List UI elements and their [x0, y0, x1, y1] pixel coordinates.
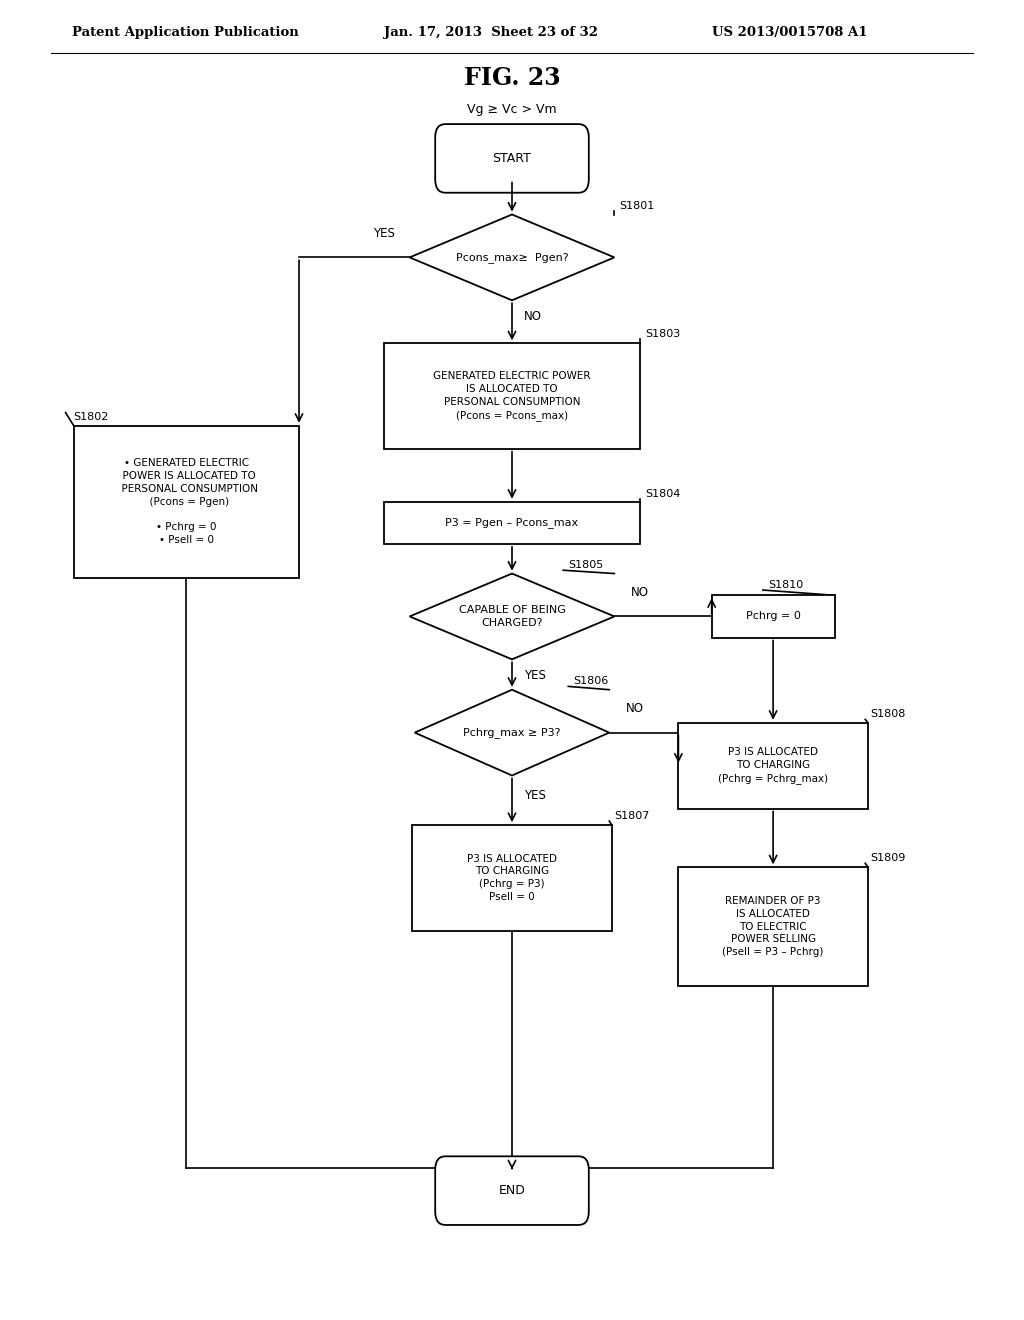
Text: FIG. 23: FIG. 23: [464, 66, 560, 90]
Text: • GENERATED ELECTRIC
  POWER IS ALLOCATED TO
  PERSONAL CONSUMPTION
  (Pcons = P: • GENERATED ELECTRIC POWER IS ALLOCATED …: [115, 458, 258, 545]
Polygon shape: [410, 214, 614, 300]
Text: Patent Application Publication: Patent Application Publication: [72, 26, 298, 40]
Polygon shape: [410, 573, 614, 659]
Text: NO: NO: [524, 310, 543, 322]
Text: S1802: S1802: [74, 412, 110, 422]
Text: Pchrg_max ≥ P3?: Pchrg_max ≥ P3?: [463, 727, 561, 738]
Text: START: START: [493, 152, 531, 165]
Text: S1807: S1807: [614, 810, 650, 821]
Text: P3 IS ALLOCATED
TO CHARGING
(Pchrg = P3)
Psell = 0: P3 IS ALLOCATED TO CHARGING (Pchrg = P3)…: [467, 854, 557, 902]
Text: S1806: S1806: [573, 676, 608, 686]
Text: S1803: S1803: [645, 329, 680, 339]
Bar: [74, 425, 299, 578]
FancyBboxPatch shape: [435, 124, 589, 193]
Text: S1805: S1805: [568, 560, 603, 570]
FancyBboxPatch shape: [435, 1156, 589, 1225]
Bar: [712, 595, 835, 638]
Text: Pcons_max≥  Pgen?: Pcons_max≥ Pgen?: [456, 252, 568, 263]
Text: REMAINDER OF P3
IS ALLOCATED
TO ELECTRIC
POWER SELLING
(Psell = P3 – Pchrg): REMAINDER OF P3 IS ALLOCATED TO ELECTRIC…: [723, 896, 823, 957]
Text: S1804: S1804: [645, 488, 681, 499]
Bar: [384, 502, 640, 544]
Text: S1810: S1810: [768, 579, 803, 590]
Text: S1808: S1808: [870, 709, 906, 719]
Polygon shape: [415, 689, 609, 776]
Text: Vg ≥ Vc > Vm: Vg ≥ Vc > Vm: [467, 103, 557, 116]
Text: P3 = Pgen – Pcons_max: P3 = Pgen – Pcons_max: [445, 517, 579, 528]
Text: S1809: S1809: [870, 853, 906, 863]
Text: END: END: [499, 1184, 525, 1197]
Text: GENERATED ELECTRIC POWER
IS ALLOCATED TO
PERSONAL CONSUMPTION
(Pcons = Pcons_max: GENERATED ELECTRIC POWER IS ALLOCATED TO…: [433, 371, 591, 421]
Bar: [384, 343, 640, 449]
Text: CAPABLE OF BEING
CHARGED?: CAPABLE OF BEING CHARGED?: [459, 605, 565, 628]
Text: P3 IS ALLOCATED
TO CHARGING
(Pchrg = Pchrg_max): P3 IS ALLOCATED TO CHARGING (Pchrg = Pch…: [718, 747, 828, 784]
Bar: [412, 825, 611, 931]
Text: Jan. 17, 2013  Sheet 23 of 32: Jan. 17, 2013 Sheet 23 of 32: [384, 26, 598, 40]
Text: YES: YES: [373, 227, 395, 240]
Text: US 2013/0015708 A1: US 2013/0015708 A1: [712, 26, 867, 40]
Text: YES: YES: [524, 789, 546, 801]
Text: S1801: S1801: [620, 201, 654, 211]
Bar: [678, 867, 867, 986]
Text: YES: YES: [524, 669, 546, 681]
Text: Pchrg = 0: Pchrg = 0: [745, 611, 801, 622]
Text: NO: NO: [631, 586, 649, 599]
Text: NO: NO: [626, 702, 644, 715]
Bar: [678, 723, 867, 808]
